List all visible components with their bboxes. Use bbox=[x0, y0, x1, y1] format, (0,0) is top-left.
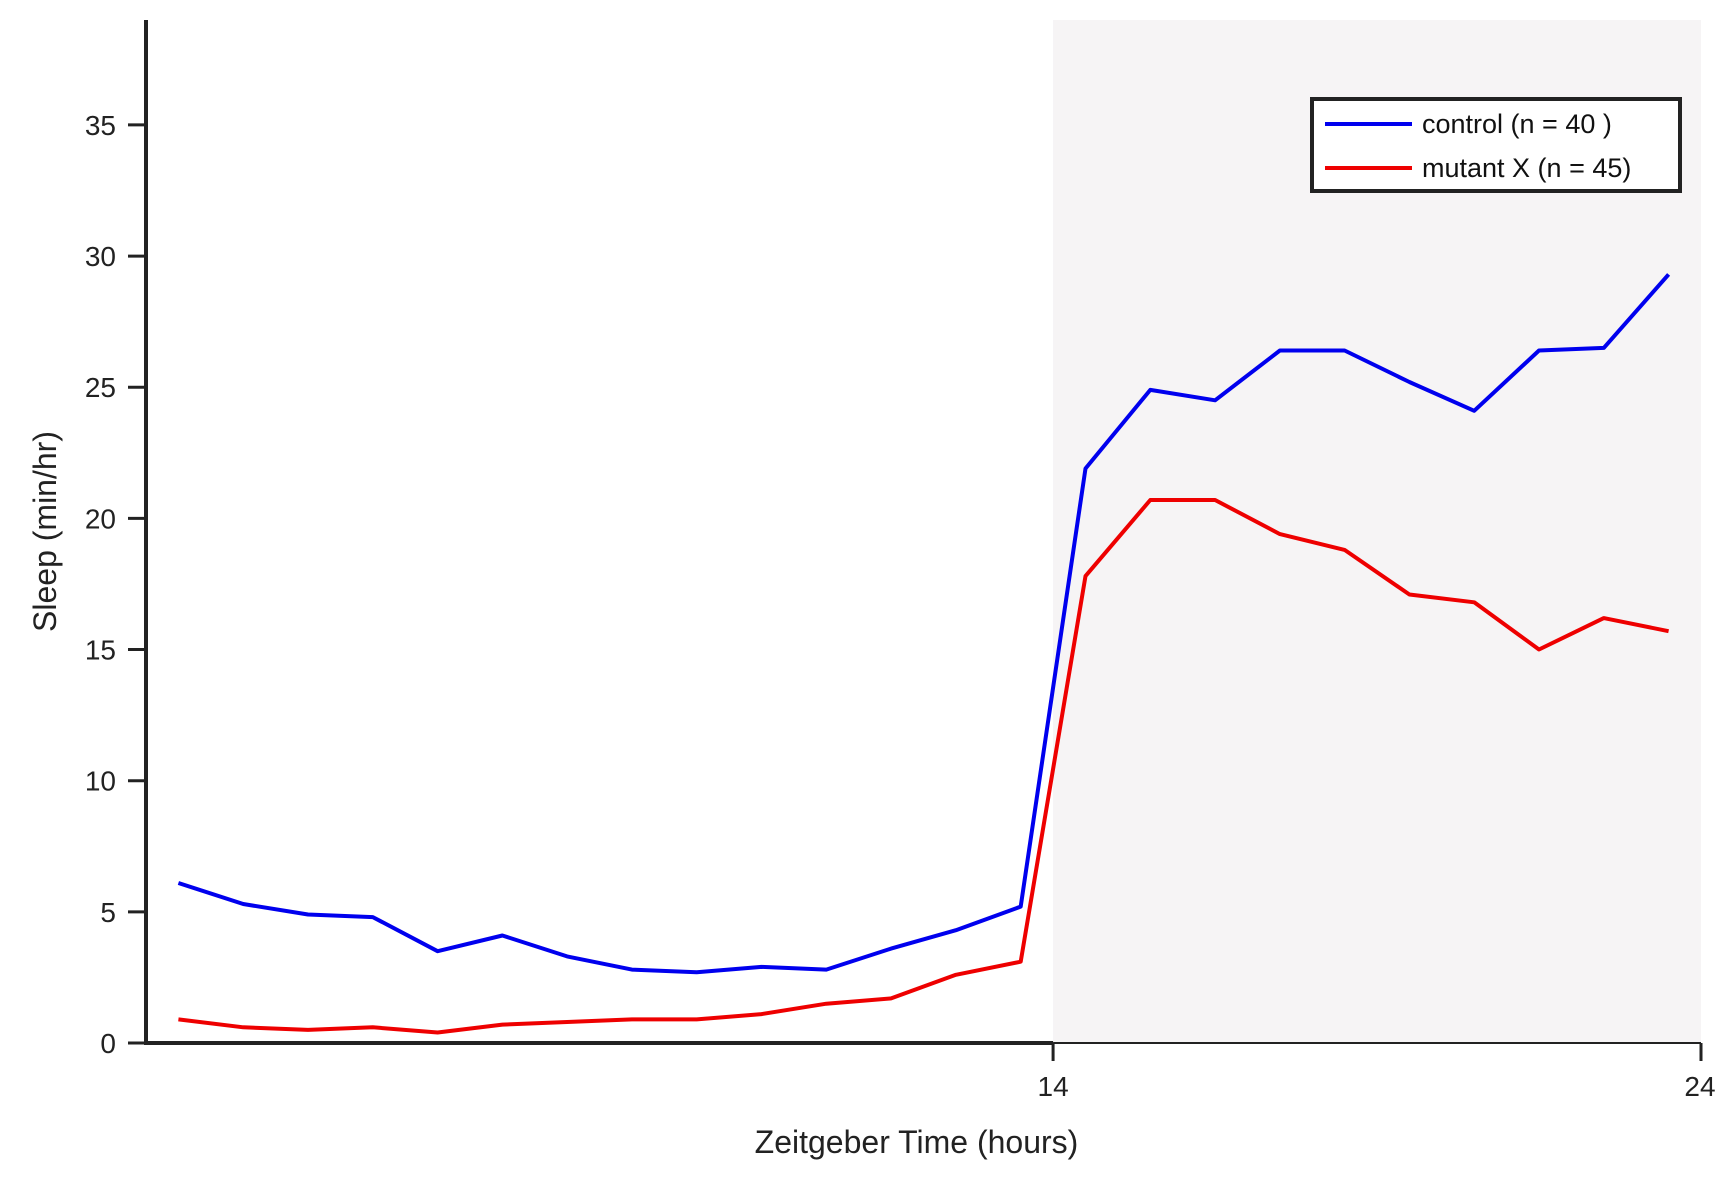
x-tick-label: 14 bbox=[1038, 1071, 1069, 1102]
axes-layer bbox=[144, 20, 1701, 1045]
y-tick-label: 0 bbox=[100, 1028, 116, 1059]
y-tick-label: 15 bbox=[85, 635, 116, 666]
ticks-layer: 0 5 10 15 20 25 30 35 14 24 bbox=[85, 110, 1716, 1102]
series-line-0 bbox=[177, 273, 1671, 975]
y-tick-label: 25 bbox=[85, 372, 116, 403]
series-layer bbox=[177, 273, 1671, 1035]
x-axis-title: Zeitgeber Time (hours) bbox=[755, 1124, 1079, 1160]
y-axis-title: Sleep (min/hr) bbox=[27, 431, 63, 632]
legend-label-mutant: mutant X (n = 45) bbox=[1422, 153, 1631, 183]
legend: control (n = 40 ) mutant X (n = 45) bbox=[1310, 97, 1682, 193]
y-tick-label: 20 bbox=[85, 503, 116, 534]
y-tick-label: 30 bbox=[85, 241, 116, 272]
legend-label-control: control (n = 40 ) bbox=[1422, 109, 1612, 139]
x-tick-label: 24 bbox=[1684, 1071, 1715, 1102]
y-tick-label: 5 bbox=[100, 897, 116, 928]
series-line-1 bbox=[178, 498, 1669, 1035]
legend-box bbox=[1310, 97, 1682, 193]
y-tick-label: 10 bbox=[85, 766, 116, 797]
y-tick-label: 35 bbox=[85, 110, 116, 141]
